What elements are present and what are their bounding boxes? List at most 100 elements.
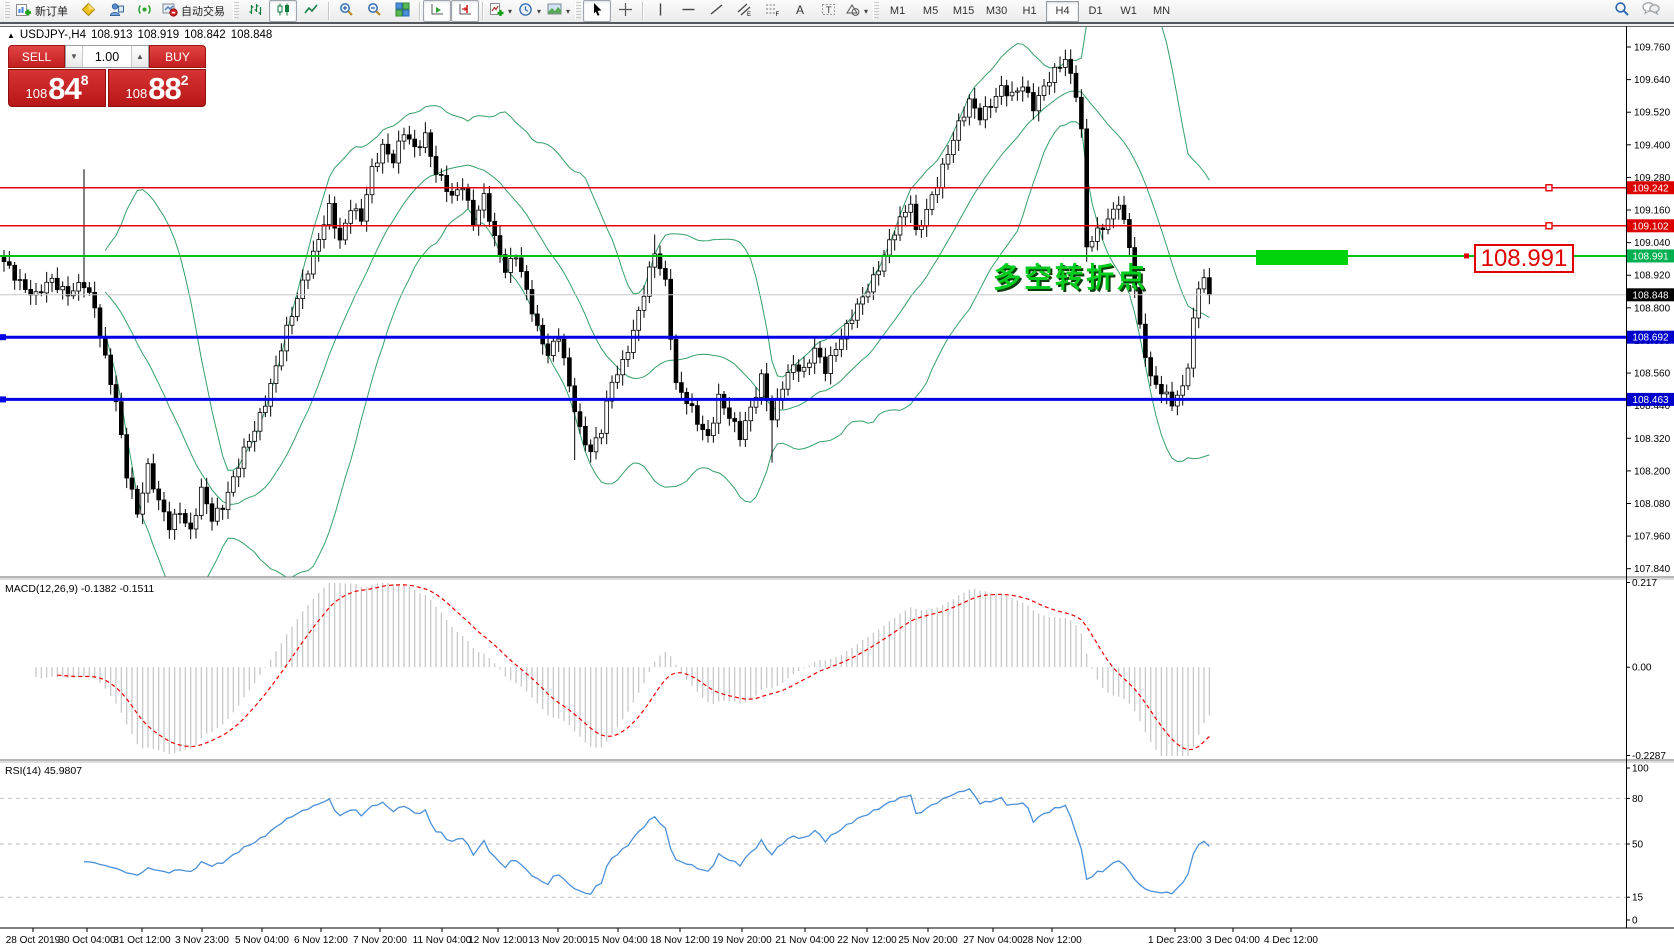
svg-text:3 Nov 23:00: 3 Nov 23:00 [175, 935, 229, 946]
timeframe-h4-button[interactable]: H4 [1046, 0, 1080, 22]
horizontal-line-108.463[interactable] [0, 396, 1626, 403]
shapes-caret-icon[interactable]: ▾ [864, 6, 869, 16]
trendline-icon [709, 2, 724, 20]
shapes-button[interactable]: ▾ [842, 0, 871, 22]
toolbar-group [332, 0, 416, 22]
tile-windows-icon [395, 2, 410, 20]
timeframe-m1-button[interactable]: M1 [889, 5, 906, 17]
timeframe-m5-button[interactable]: M5 [922, 5, 939, 17]
volume-increase-button[interactable]: ▲ [131, 46, 148, 67]
toolbar-grip [233, 2, 239, 20]
svg-text:T: T [826, 5, 832, 15]
timeframe-mn-button[interactable]: MN [1153, 5, 1171, 17]
svg-text:28 Nov 12:00: 28 Nov 12:00 [1022, 935, 1082, 946]
ohlc-low: 108.842 [184, 29, 226, 41]
chat-icon[interactable] [1642, 1, 1660, 21]
svg-text:27 Nov 04:00: 27 Nov 04:00 [963, 935, 1023, 946]
templates-caret-icon[interactable]: ▾ [566, 6, 571, 16]
market-watch-icon [109, 2, 124, 20]
periods-caret-icon[interactable]: ▾ [537, 6, 542, 16]
cursor-button[interactable] [583, 0, 612, 22]
indicators-button[interactable]: ▾ [486, 0, 515, 22]
tile-windows-button[interactable] [388, 0, 416, 22]
candlestick-chart-button[interactable] [269, 0, 297, 22]
svg-text:109.160: 109.160 [1634, 206, 1671, 217]
buy-button[interactable]: BUY [149, 45, 206, 68]
text-icon: A [793, 2, 808, 20]
auto-scroll-button[interactable] [423, 0, 451, 22]
vertical-line-button[interactable] [646, 0, 674, 22]
ohlc-high: 108.919 [137, 29, 180, 41]
zoom-out-button[interactable] [360, 0, 388, 22]
svg-text:108.080: 108.080 [1634, 499, 1671, 510]
buy-price-big: 88 [148, 71, 181, 106]
periods-button[interactable]: ▾ [515, 0, 544, 22]
crosshair-button[interactable] [611, 0, 639, 22]
buy-price-pip: 2 [180, 72, 189, 88]
zoom-in-button[interactable] [332, 0, 360, 22]
svg-text:109.040: 109.040 [1634, 238, 1671, 249]
auto-trading-button[interactable]: 自动交易 [158, 0, 231, 22]
timeframe-h1-button[interactable]: H1 [1022, 5, 1037, 17]
cursor-icon [590, 2, 605, 20]
chart-canvas[interactable]: 109.760 109.640 109.520 109.400 109.280 109.1… [0, 26, 1674, 949]
svg-text:28 Oct 2019: 28 Oct 2019 [6, 935, 61, 946]
sell-button[interactable]: SELL [8, 45, 65, 68]
timeframe-w1-button[interactable]: W1 [1120, 5, 1137, 17]
signals-button[interactable] [130, 0, 158, 22]
horizontal-line-108.991[interactable] [0, 253, 1626, 259]
bar-chart-button[interactable] [241, 0, 269, 22]
chart-shift-button[interactable] [451, 0, 479, 22]
highlight-rectangle[interactable] [1256, 250, 1348, 265]
market-watch-button[interactable] [102, 0, 130, 22]
volume-input[interactable] [83, 46, 131, 67]
toolbar-group [241, 0, 325, 22]
horizontal-line-button[interactable] [674, 0, 702, 22]
price-badge-108.848: 108.848 [1627, 288, 1674, 302]
svg-text:4 Dec 12:00: 4 Dec 12:00 [1264, 935, 1318, 946]
macd-axis-label: 0.00 [1632, 663, 1652, 674]
rsi-axis-label: 15 [1632, 893, 1644, 904]
templates-button[interactable]: ▾ [544, 0, 573, 22]
horizontal-line-109.242[interactable] [0, 184, 1626, 192]
svg-text:31 Oct 12:00: 31 Oct 12:00 [113, 935, 171, 946]
trendline-button[interactable] [702, 0, 730, 22]
line-chart-button[interactable] [297, 0, 325, 22]
fibonacci-button[interactable]: F [758, 0, 786, 22]
horizontal-line-108.692[interactable] [0, 334, 1626, 341]
buy-price-button[interactable]: 108 88 2 [108, 69, 206, 107]
chart-background [0, 26, 1674, 949]
text-button[interactable]: A [786, 0, 814, 22]
new-order-button[interactable]: 新订单 [12, 0, 74, 22]
bollinger-bands [104, 27, 1210, 577]
volume-decrease-button[interactable]: ▼ [66, 46, 83, 67]
profiles-button[interactable] [74, 0, 102, 22]
timeframe-d1-button[interactable]: D1 [1088, 5, 1103, 17]
svg-text:108.200: 108.200 [1634, 466, 1671, 477]
timeframe-m30-button[interactable]: M30 [985, 5, 1008, 17]
indicators-icon [489, 2, 504, 20]
rsi-axis-label: 80 [1632, 794, 1644, 805]
macd-histogram [35, 583, 1210, 756]
svg-text:108.800: 108.800 [1634, 303, 1671, 314]
one-click-trading-panel: SELL ▼ ▲ BUY 108 84 8 108 88 2 [8, 45, 206, 107]
price-callout-label[interactable]: 108.991 [1474, 244, 1574, 273]
svg-text:109.102: 109.102 [1632, 221, 1669, 232]
equidistant-channel-button[interactable]: E [730, 0, 758, 22]
horizontal-line-109.102[interactable] [0, 222, 1626, 230]
auto-trading-icon [162, 2, 178, 20]
chart-text-annotation[interactable]: 多空转折点 [993, 262, 1149, 293]
sell-price-button[interactable]: 108 84 8 [8, 69, 106, 107]
indicators-caret-icon[interactable]: ▾ [508, 6, 513, 16]
text-label-button[interactable]: T [814, 0, 842, 22]
toolbar-separator [419, 2, 420, 20]
search-icon[interactable] [1614, 1, 1630, 22]
timeframe-m15-button[interactable]: M15 [952, 5, 975, 17]
rsi-label: RSI(14) 45.9807 [5, 765, 82, 777]
collapse-icon[interactable]: ▲ [7, 30, 15, 40]
svg-text:109.400: 109.400 [1634, 140, 1671, 151]
price-axis[interactable]: 109.760 109.640 109.520 109.400 109.280 109.1… [1626, 43, 1671, 576]
toolbar-separator [482, 2, 483, 20]
svg-text:7 Nov 20:00: 7 Nov 20:00 [353, 935, 407, 946]
